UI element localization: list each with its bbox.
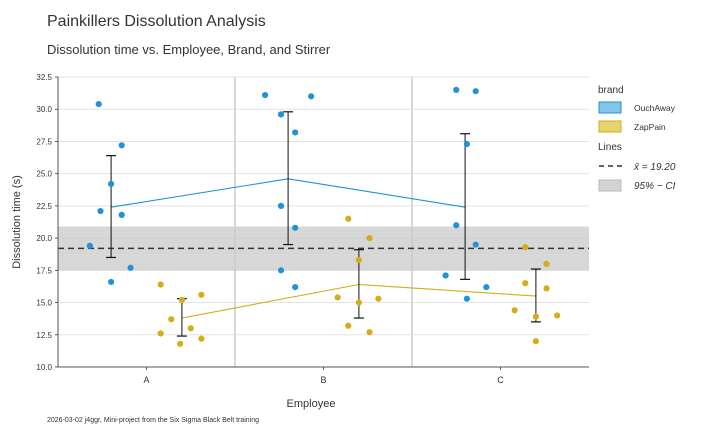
ouchaway-data-point [118, 142, 125, 149]
y-tick-label: 32.5 [36, 73, 52, 82]
zappain-data-point [198, 291, 205, 298]
zappain-data-point [532, 313, 540, 320]
legend-brand-title: brand [598, 85, 624, 96]
legend-ci-swatch [598, 179, 622, 192]
ouchaway-data-point [472, 241, 479, 248]
ouchaway-data-point [442, 272, 449, 279]
x-tick-label-c: C [497, 375, 504, 385]
y-tick-label: 15.0 [36, 299, 52, 308]
x-tick-label-a: A [143, 375, 149, 385]
ouchaway-data-point [453, 86, 460, 93]
ouchaway-data-point [97, 207, 104, 215]
ouchaway-data-point [277, 202, 285, 209]
footnote: 2026-03-02 j4ggr, Mini-project from the … [47, 417, 259, 424]
ouchaway-data-point [118, 211, 125, 219]
zappain-data-point [532, 338, 540, 345]
zappain-data-point [366, 235, 373, 242]
ouchaway-data-point [108, 278, 115, 286]
ouchaway-data-point [292, 224, 299, 231]
zappain-data-point [511, 307, 518, 314]
ouchaway-data-point [463, 295, 470, 302]
zappain-data-point [334, 294, 341, 301]
plot-background [58, 77, 589, 367]
x-axis-label: Employee [287, 398, 336, 410]
zappain-data-point [522, 244, 529, 251]
zappain-data-point [198, 335, 205, 342]
y-tick-label: 10.0 [36, 363, 52, 372]
y-tick-label: 12.5 [36, 331, 52, 340]
zappain-data-point [375, 295, 382, 302]
zappain-data-point [177, 340, 184, 347]
zappain-data-point [157, 281, 164, 288]
ouchaway-data-point [127, 264, 134, 271]
x-tick-label-b: B [320, 375, 326, 385]
zappain-data-point [366, 329, 373, 336]
plot-area: 10.0 12.5 15.0 17.5 20.0 22.5 25.0 27.5 30.0 32.5… [36, 73, 589, 385]
ouchaway-data-point [292, 129, 299, 136]
legend-zappain-swatch [598, 120, 622, 133]
zappain-data-point [522, 280, 529, 287]
zappain-data-point [178, 296, 185, 304]
ouchaway-data-point [277, 267, 285, 274]
y-tick-label: 30.0 [36, 105, 52, 114]
zappain-data-point [187, 325, 194, 332]
zappain-data-point [543, 285, 550, 292]
legend: brand OuchAway ZapPain Lines x̄ = 19.20 … [598, 85, 676, 192]
ouchaway-data-point [277, 111, 285, 118]
ouchaway-data-point [292, 283, 299, 291]
y-axis-label: Dissolution time (s) [11, 175, 23, 269]
zappain-data-point [355, 299, 362, 306]
zappain-data-point [355, 256, 362, 264]
y-tick-label: 17.5 [36, 266, 52, 275]
zappain-data-point [157, 330, 164, 337]
legend-ouchaway-label: OuchAway [634, 103, 676, 113]
y-tick-label: 22.5 [36, 202, 52, 211]
ouchaway-data-point [86, 242, 93, 249]
ouchaway-data-point [453, 222, 460, 229]
ouchaway-data-point [308, 93, 315, 100]
ouchaway-data-point [483, 283, 490, 291]
legend-zappain-label: ZapPain [634, 122, 666, 132]
legend-mean-label: x̄ = 19.20 [633, 162, 676, 173]
legend-ouchaway-swatch [598, 101, 622, 114]
zappain-data-point [543, 260, 550, 267]
zappain-data-point [345, 215, 352, 222]
y-tick-label: 20.0 [36, 234, 52, 243]
y-tick-label: 25.0 [36, 170, 52, 179]
ouchaway-data-point [95, 100, 102, 108]
legend-ci-label: 95% − CI [634, 181, 676, 192]
legend-lines-title: Lines [598, 142, 622, 153]
zappain-data-point [345, 322, 352, 329]
y-tick-label: 27.5 [36, 137, 52, 146]
chart-title: Painkillers Dissolution Analysis [47, 13, 266, 30]
ouchaway-data-point [108, 180, 115, 188]
ouchaway-data-point [472, 88, 479, 95]
zappain-data-point [554, 312, 561, 319]
ouchaway-data-point [261, 91, 269, 99]
ouchaway-data-point [463, 140, 470, 148]
zappain-data-point [168, 316, 175, 323]
chart-subtitle: Dissolution time vs. Employee, Brand, an… [47, 42, 331, 57]
